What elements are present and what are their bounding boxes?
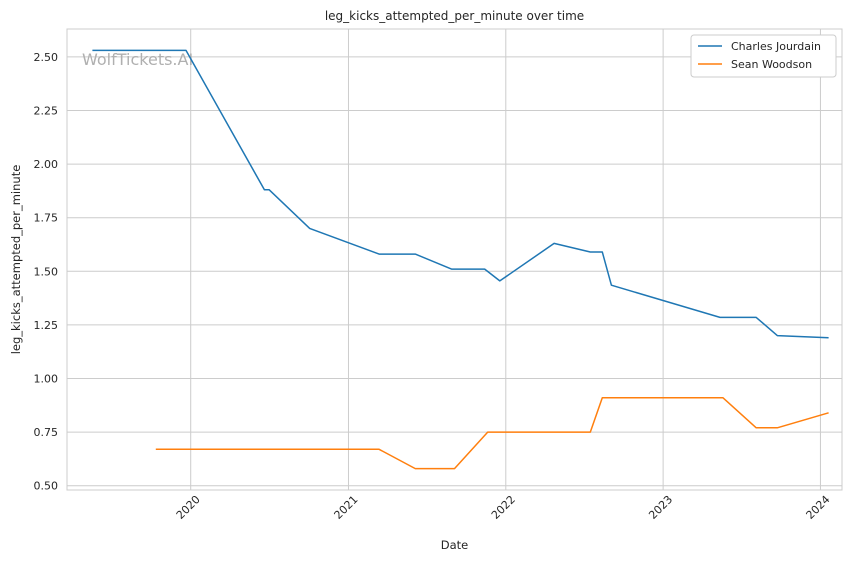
series-line-charles-jourdain bbox=[92, 49, 829, 339]
y-tick-label: 1.75 bbox=[34, 212, 59, 225]
y-tick-label: 1.00 bbox=[34, 373, 59, 386]
series-line-sean-woodson bbox=[155, 397, 829, 470]
y-tick-label: 0.50 bbox=[34, 480, 59, 493]
plot-frame bbox=[66, 28, 843, 491]
legend-label-charles-jourdain: Charles Jourdain bbox=[731, 40, 821, 53]
y-axis-title: leg_kicks_attempted_per_minute bbox=[9, 165, 23, 355]
grid bbox=[67, 29, 842, 490]
legend-label-sean-woodson: Sean Woodson bbox=[731, 58, 812, 71]
y-axis-ticks: 0.50 0.75 1.00 1.25 1.50 1.75 2.00 2.25 2.50 bbox=[34, 51, 59, 493]
x-axis-title: Date bbox=[441, 538, 469, 552]
y-tick-label: 1.25 bbox=[34, 319, 59, 332]
y-tick-label: 1.50 bbox=[34, 265, 59, 278]
y-tick-label: 0.75 bbox=[34, 426, 59, 439]
legend: Charles Jourdain Sean Woodson bbox=[690, 34, 837, 78]
watermark: WolfTickets.AI bbox=[82, 50, 193, 69]
series-lines bbox=[92, 49, 829, 470]
y-tick-label: 2.00 bbox=[34, 158, 59, 171]
legend-box bbox=[690, 34, 837, 78]
y-tick-label: 2.25 bbox=[34, 104, 59, 117]
y-tick-label: 2.50 bbox=[34, 51, 59, 64]
chart-title: leg_kicks_attempted_per_minute over time bbox=[325, 9, 584, 23]
